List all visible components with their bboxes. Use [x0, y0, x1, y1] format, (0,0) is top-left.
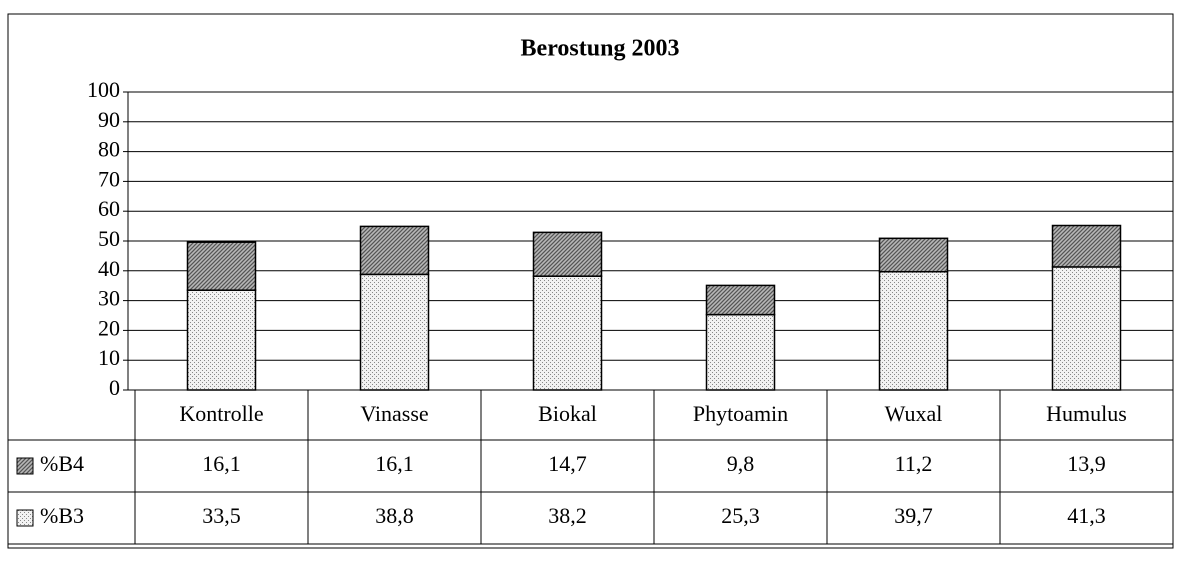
y-tick-label: 20	[98, 315, 120, 340]
category-label: Kontrolle	[179, 401, 263, 426]
value-label: 41,3	[1067, 503, 1106, 528]
y-tick-label: 50	[98, 226, 120, 251]
y-tick-label: 60	[98, 196, 120, 221]
legend-key	[16, 509, 34, 527]
y-tick-label: 80	[98, 137, 120, 162]
bar-segment	[359, 225, 430, 276]
bar-segment	[532, 275, 603, 391]
value-label: 16,1	[375, 451, 414, 476]
legend-label: %B4	[40, 451, 84, 476]
y-tick-label: 0	[109, 375, 120, 400]
value-label: 11,2	[895, 451, 933, 476]
bar-segment	[532, 231, 603, 277]
y-tick-label: 10	[98, 345, 120, 370]
category-label: Phytoamin	[693, 401, 788, 426]
value-label: 38,2	[548, 503, 587, 528]
category-label: Humulus	[1046, 401, 1127, 426]
chart-title: Berostung 2003	[521, 36, 680, 62]
bar-segment	[1051, 266, 1122, 391]
category-label: Wuxal	[885, 401, 943, 426]
legend-key	[16, 457, 34, 475]
value-label: 38,8	[375, 503, 414, 528]
y-tick-label: 90	[98, 107, 120, 132]
y-tick-label: 70	[98, 166, 120, 191]
value-label: 25,3	[721, 503, 760, 528]
bar-segment	[186, 241, 257, 291]
y-tick-label: 40	[98, 256, 120, 281]
bar-segment	[1051, 224, 1122, 268]
value-label: 13,9	[1067, 451, 1106, 476]
value-label: 14,7	[548, 451, 587, 476]
bar-segment	[186, 289, 257, 391]
legend-label: %B3	[40, 503, 84, 528]
category-label: Biokal	[538, 401, 597, 426]
bar-segment	[878, 270, 949, 391]
value-label: 9,8	[727, 451, 755, 476]
bar-segment	[705, 284, 776, 316]
value-label: 16,1	[202, 451, 241, 476]
bar-segment	[359, 273, 430, 391]
y-tick-label: 30	[98, 286, 120, 311]
value-label: 39,7	[894, 503, 933, 528]
category-label: Vinasse	[360, 401, 428, 426]
bar-segment	[705, 313, 776, 391]
y-tick-label: 100	[87, 77, 120, 102]
value-label: 33,5	[202, 503, 241, 528]
bar-segment	[878, 237, 949, 273]
